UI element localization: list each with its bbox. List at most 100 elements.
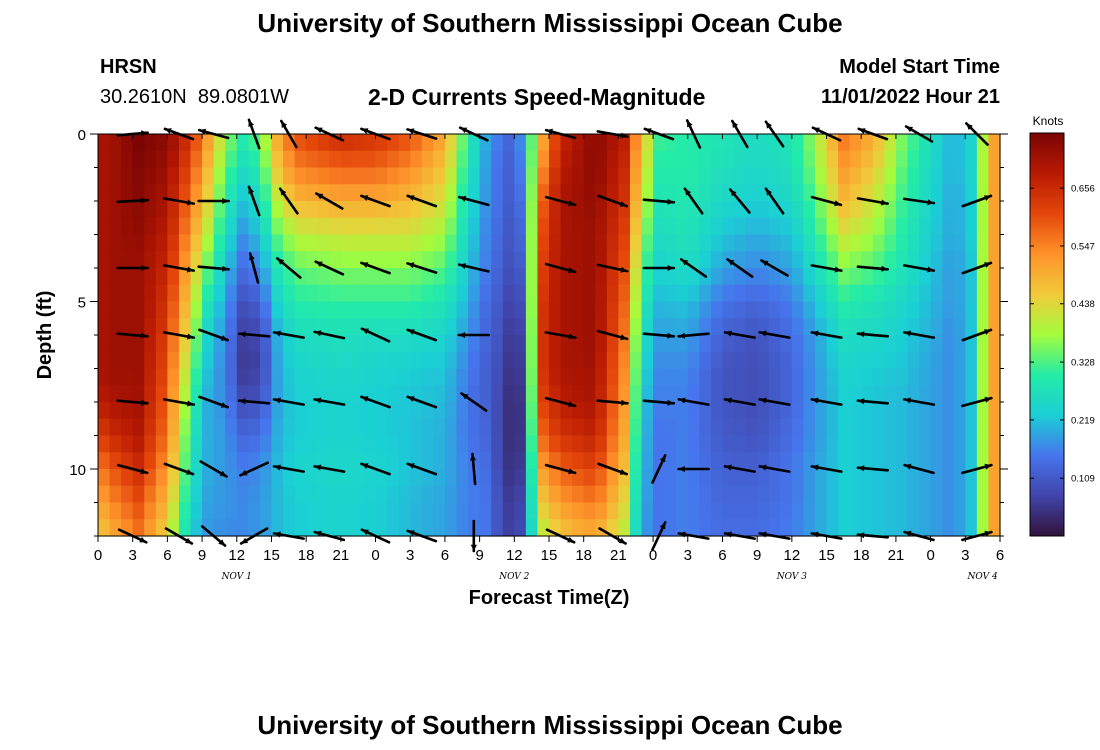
heatmap-cell xyxy=(502,435,515,453)
heatmap-cell xyxy=(687,167,700,185)
heatmap-cell xyxy=(676,368,689,386)
current-vector-arrow xyxy=(239,461,270,477)
heatmap-cell xyxy=(433,502,446,520)
heatmap-cell xyxy=(398,435,411,453)
heatmap-cell xyxy=(930,167,943,185)
heatmap-cell xyxy=(294,217,307,236)
heatmap-cell xyxy=(895,167,909,185)
heatmap-cell xyxy=(629,318,643,336)
heatmap-cell xyxy=(259,402,273,420)
heatmap-cell xyxy=(687,502,700,520)
heatmap-cell xyxy=(618,134,631,152)
heatmap-cell xyxy=(363,217,377,236)
heatmap-cell xyxy=(340,519,354,537)
heatmap-cell xyxy=(352,134,365,152)
heatmap-cell xyxy=(514,502,527,520)
heatmap-cell xyxy=(525,502,539,520)
heatmap-cell xyxy=(838,351,851,370)
heatmap-cell xyxy=(398,402,411,420)
heatmap-cell xyxy=(421,485,434,504)
heatmap-cell xyxy=(803,150,816,169)
current-vector-arrow xyxy=(406,395,438,409)
heatmap-cell xyxy=(653,201,666,219)
heatmap-cell xyxy=(687,217,700,236)
heatmap-cell xyxy=(236,318,249,336)
heatmap-cell xyxy=(433,402,446,420)
heatmap-cell xyxy=(780,301,793,319)
heatmap-cell xyxy=(930,335,943,353)
heatmap-cell xyxy=(838,318,851,336)
heatmap-cell xyxy=(814,134,828,152)
heatmap-cell xyxy=(514,201,527,219)
heatmap-cell xyxy=(525,452,539,470)
heatmap-cell xyxy=(676,435,689,453)
heatmap-cell xyxy=(225,351,238,370)
heatmap-cell xyxy=(838,268,851,286)
heatmap-cell xyxy=(618,519,631,537)
heatmap-cell xyxy=(849,351,862,370)
heatmap-cell xyxy=(976,150,990,169)
y-tick-label: 0 xyxy=(78,127,86,144)
heatmap-cell xyxy=(734,268,747,286)
heatmap-cell xyxy=(745,335,758,353)
heatmap-cell xyxy=(109,519,122,537)
heatmap-cell xyxy=(653,519,666,537)
heatmap-cell xyxy=(653,452,666,470)
heatmap-cell xyxy=(757,502,770,520)
heatmap-cell xyxy=(745,502,758,520)
heatmap-cell xyxy=(919,335,932,353)
heatmap-cell xyxy=(121,184,134,202)
heatmap-cell xyxy=(178,351,192,370)
heatmap-cell xyxy=(953,335,966,353)
heatmap-cell xyxy=(803,301,816,319)
heatmap-cell xyxy=(907,418,920,437)
heatmap-cell xyxy=(248,335,261,353)
heatmap-cell xyxy=(132,134,145,152)
heatmap-cell xyxy=(294,351,307,370)
heatmap-cell xyxy=(225,469,238,487)
heatmap-cell xyxy=(236,184,249,202)
heatmap-cell xyxy=(271,351,284,370)
heatmap-cell xyxy=(976,368,990,386)
heatmap-cell xyxy=(791,184,805,202)
heatmap-cell xyxy=(317,301,330,319)
heatmap-cell xyxy=(202,435,215,453)
heatmap-cell xyxy=(965,402,978,420)
current-vector-arrow xyxy=(198,395,229,409)
heatmap-cell xyxy=(803,368,816,386)
heatmap-cell xyxy=(294,502,307,520)
heatmap-cell xyxy=(641,435,654,453)
heatmap-cell xyxy=(803,435,816,453)
heatmap-cell xyxy=(294,519,307,537)
heatmap-cell xyxy=(537,167,550,185)
heatmap-cell xyxy=(352,435,365,453)
heatmap-cell xyxy=(549,184,562,202)
heatmap-cell xyxy=(259,385,273,403)
heatmap-cell xyxy=(699,368,712,386)
current-vector-arrow xyxy=(116,197,149,204)
heatmap-cell xyxy=(849,385,862,403)
heatmap-cell xyxy=(965,134,978,152)
heatmap-cell xyxy=(132,284,145,303)
heatmap-cell xyxy=(791,318,805,336)
heatmap-cell xyxy=(919,402,932,420)
heatmap-cell xyxy=(976,201,990,219)
heatmap-cell xyxy=(907,150,920,169)
heatmap-cell xyxy=(202,351,215,370)
heatmap-cell xyxy=(537,301,550,319)
heatmap-cell xyxy=(248,485,261,504)
heatmap-cell xyxy=(479,385,492,403)
heatmap-cell xyxy=(641,318,654,336)
heatmap-cell xyxy=(178,234,192,252)
heatmap-cell xyxy=(190,167,203,185)
heatmap-cell xyxy=(757,268,770,286)
heatmap-cell xyxy=(629,469,643,487)
heatmap-cell xyxy=(895,502,909,520)
heatmap-cell xyxy=(525,268,539,286)
heatmap-cell xyxy=(653,217,666,236)
heatmap-cell xyxy=(398,301,411,319)
heatmap-cell xyxy=(838,418,851,437)
heatmap-cell xyxy=(976,301,990,319)
heatmap-cell xyxy=(734,385,747,403)
heatmap-cell xyxy=(283,402,296,420)
